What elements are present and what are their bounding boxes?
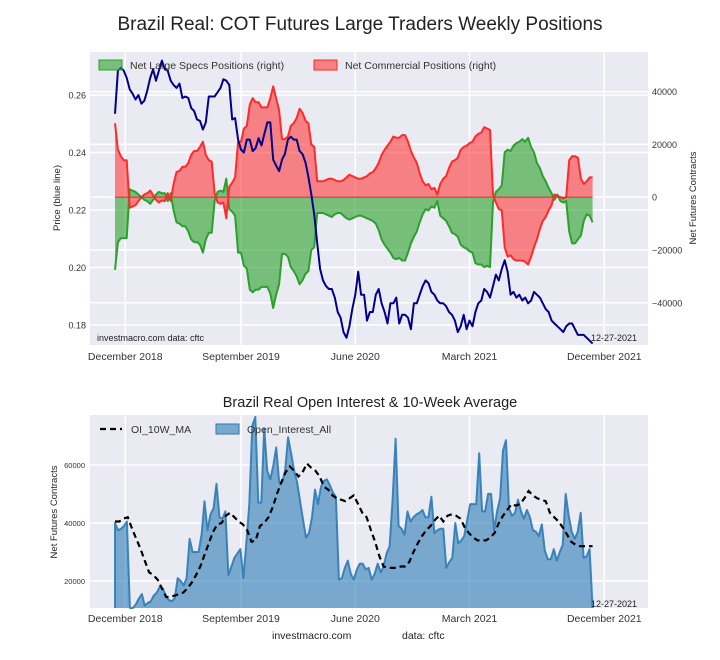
- top-xtick-label: June 2020: [331, 351, 380, 363]
- bottom-xtick-label: December 2018: [88, 613, 163, 625]
- bottom-ytick-label: 20000: [64, 577, 85, 586]
- specs-line: [114, 136, 594, 309]
- top-left-ytick-label: 0.26: [68, 91, 86, 101]
- top-last-date: 12-27-2021: [591, 333, 637, 343]
- bottom-ytick-label: 40000: [64, 519, 85, 528]
- top-lines: [114, 59, 594, 345]
- top-xtick-label: December 2021: [567, 351, 642, 363]
- top-position-areas: [114, 85, 594, 309]
- bottom-axes: December 2018 September 2019 June 2020 Marc…: [64, 461, 642, 625]
- top-left-ytick-label: 0.24: [68, 148, 86, 158]
- top-xtick-label: September 2019: [202, 351, 280, 363]
- top-axes: December 2018 September 2019 June 2020 Marc…: [68, 87, 682, 363]
- bottom-last-date: 12-27-2021: [591, 599, 637, 609]
- top-left-ylabel: Price (blue line): [52, 165, 63, 231]
- bottom-xtick-label: December 2021: [567, 613, 642, 625]
- chart-title: Brazil Real: COT Futures Large Traders W…: [117, 14, 603, 35]
- bottom-grid: [90, 415, 648, 608]
- top-right-ylabel: Net Futures Contracts: [688, 151, 699, 244]
- top-left-ytick-label: 0.20: [68, 263, 86, 273]
- legend-label-oi: Open_Interest_All: [247, 424, 331, 436]
- commercial-area: [115, 86, 593, 265]
- top-right-ytick-label: 0: [652, 193, 657, 203]
- bottom-ylabel: Net Futures Contracts: [49, 465, 60, 558]
- top-xtick-label: March 2021: [442, 351, 498, 363]
- top-right-ytick-label: −40000: [652, 298, 682, 308]
- legend-label-commercial: Net Commercial Positions (right): [345, 60, 496, 72]
- bottom-xtick-label: June 2020: [331, 613, 380, 625]
- top-left-ytick-label: 0.18: [68, 320, 86, 330]
- top-source-note: investmacro.com data: cftc: [97, 333, 205, 343]
- bottom-lines: [115, 461, 593, 599]
- footer-data-source: data: cftc: [402, 630, 445, 642]
- bottom-oi-area: [114, 416, 594, 609]
- specs-area: [115, 137, 593, 308]
- top-legend: Net Large Specs Positions (right) Net Co…: [98, 59, 496, 72]
- legend-label-ma: OI_10W_MA: [131, 424, 191, 436]
- price-line: [114, 59, 594, 345]
- top-xtick-label: December 2018: [88, 351, 163, 363]
- top-right-ytick-label: −20000: [652, 245, 682, 255]
- bottom-legend: OI_10W_MA Open_Interest_All: [100, 423, 331, 436]
- ma-line: [115, 461, 593, 599]
- commercial-line: [114, 85, 593, 266]
- oi-chart-title: Brazil Real Open Interest & 10-Week Aver…: [222, 395, 518, 411]
- bottom-xtick-label: September 2019: [202, 613, 280, 625]
- bottom-xtick-label: March 2021: [442, 613, 498, 625]
- legend-swatch-commercial: [313, 59, 338, 71]
- bottom-ytick-label: 60000: [64, 461, 85, 470]
- top-left-ytick-label: 0.22: [68, 205, 86, 215]
- legend-label-specs: Net Large Specs Positions (right): [130, 60, 284, 72]
- footer-site: investmacro.com: [272, 630, 352, 642]
- legend-swatch-oi: [215, 423, 240, 435]
- top-right-ytick-label: 40000: [652, 87, 677, 97]
- legend-swatch-specs: [98, 59, 123, 71]
- oi-line: [114, 416, 594, 609]
- top-right-ytick-label: 20000: [652, 140, 677, 150]
